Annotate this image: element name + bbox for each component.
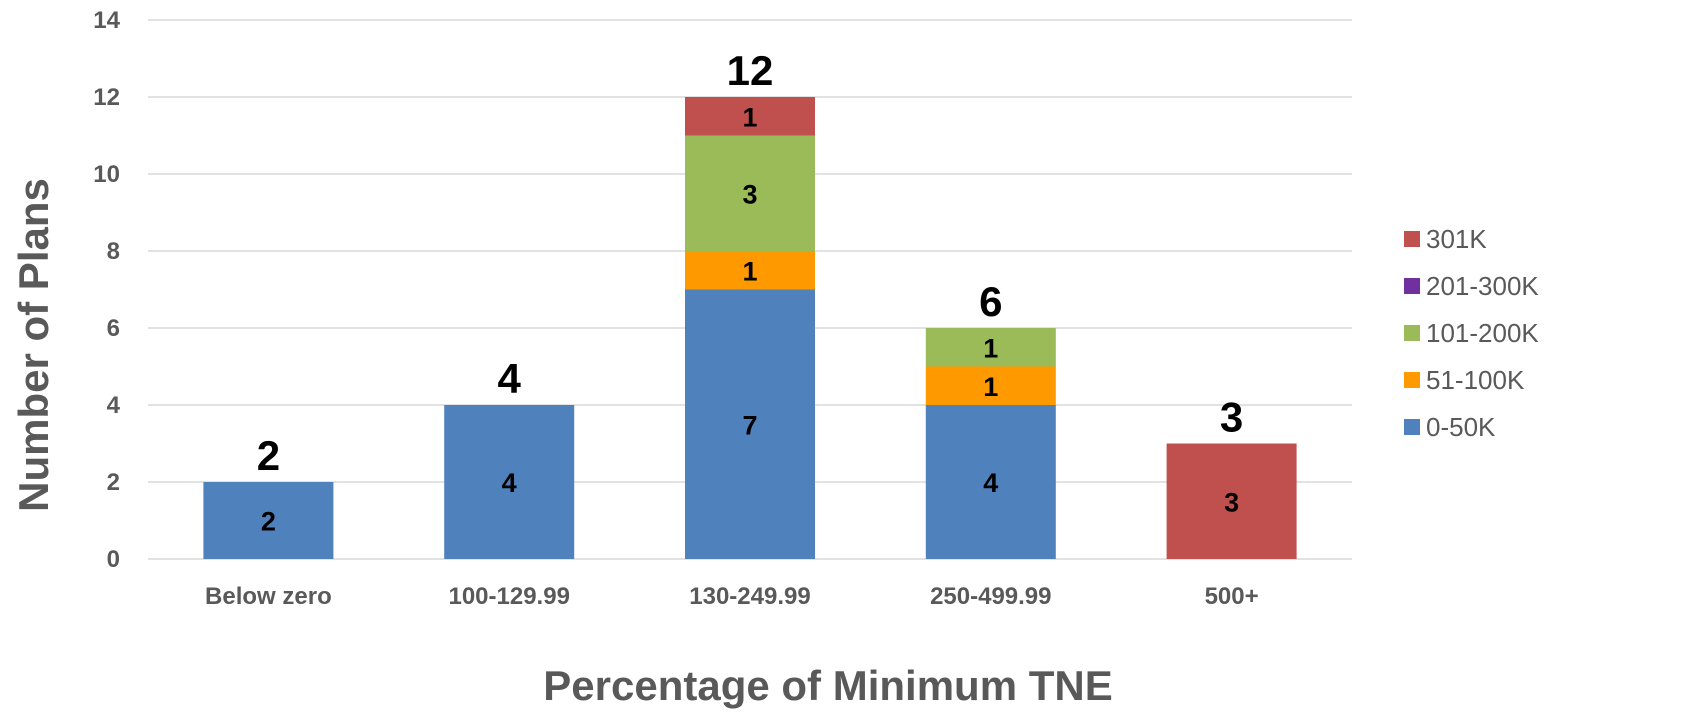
bar-segment-101-200K-130-249.99 <box>685 135 815 251</box>
bar-segment-51-100K-130-249.99 <box>685 251 815 290</box>
x-tick-label: Below zero <box>205 583 332 610</box>
legend-swatch-101-200K <box>1404 325 1420 341</box>
bar-segment-0-50K-250-499.99 <box>925 405 1056 559</box>
x-tick-label: 500+ <box>1205 583 1259 610</box>
segment-value-label: 4 <box>983 468 998 498</box>
x-axis-ticks: Below zero 100-129.99 130-249.99 250-499.99… <box>205 583 1259 610</box>
legend-label: 101-200K <box>1426 318 1539 348</box>
y-tick-label: 14 <box>93 7 120 34</box>
y-tick-label: 4 <box>107 392 121 419</box>
y-tick-label: 12 <box>93 84 120 111</box>
bar-segment-301K-500+ <box>1166 443 1297 559</box>
legend-label: 0-50K <box>1426 412 1496 442</box>
legend-label: 201-300K <box>1426 271 1539 301</box>
legend-swatch-51-100K <box>1404 372 1420 388</box>
y-tick-label: 8 <box>107 238 120 265</box>
bar-segment-101-200K-250-499.99 <box>925 328 1056 367</box>
legend: 301K 201-300K 101-200K 51-100K 0-50K <box>1404 224 1539 442</box>
segment-value-label: 7 <box>742 410 757 440</box>
x-tick-label: 100-129.99 <box>448 583 569 610</box>
segment-value-label: 1 <box>742 256 757 286</box>
bar-total-label: 3 <box>1220 394 1243 441</box>
x-tick-label: 130-249.99 <box>689 583 810 610</box>
bar-segment-0-50K-130-249.99 <box>685 289 815 559</box>
y-tick-label: 2 <box>107 469 120 496</box>
y-axis-title: Number of Plans <box>10 178 57 512</box>
legend-label: 51-100K <box>1426 365 1525 395</box>
legend-swatch-0-50K <box>1404 419 1420 435</box>
bars <box>203 97 1297 559</box>
bar-segment-51-100K-250-499.99 <box>925 366 1056 405</box>
bar-segment-0-50K-Below zero <box>203 482 334 559</box>
data-labels: 2 2 4 4 7 1 3 1 12 4 1 1 6 3 3 <box>257 47 1244 537</box>
y-tick-label: 0 <box>107 546 120 573</box>
bar-total-label: 6 <box>979 278 1002 325</box>
segment-value-label: 3 <box>742 179 757 209</box>
x-tick-label: 250-499.99 <box>930 583 1051 610</box>
legend-swatch-301K <box>1404 231 1420 247</box>
segment-value-label: 4 <box>502 468 517 498</box>
segment-value-label: 1 <box>742 102 757 132</box>
bar-total-label: 4 <box>498 355 522 402</box>
y-axis-ticks: 0 2 4 6 8 10 12 14 <box>93 7 120 573</box>
bar-segment-0-50K-100-129.99 <box>444 405 575 559</box>
segment-value-label: 1 <box>983 372 998 402</box>
legend-swatch-201-300K <box>1404 278 1420 294</box>
bar-segment-301K-130-249.99 <box>685 97 815 136</box>
x-axis-title: Percentage of Minimum TNE <box>543 662 1112 709</box>
segment-value-label: 2 <box>261 507 276 537</box>
segment-value-label: 3 <box>1224 487 1239 517</box>
y-tick-label: 6 <box>107 315 120 342</box>
segment-value-label: 1 <box>983 333 998 363</box>
bar-total-label: 12 <box>727 47 774 94</box>
legend-label: 301K <box>1426 224 1487 254</box>
y-tick-label: 10 <box>93 161 120 188</box>
bar-total-label: 2 <box>257 432 280 479</box>
